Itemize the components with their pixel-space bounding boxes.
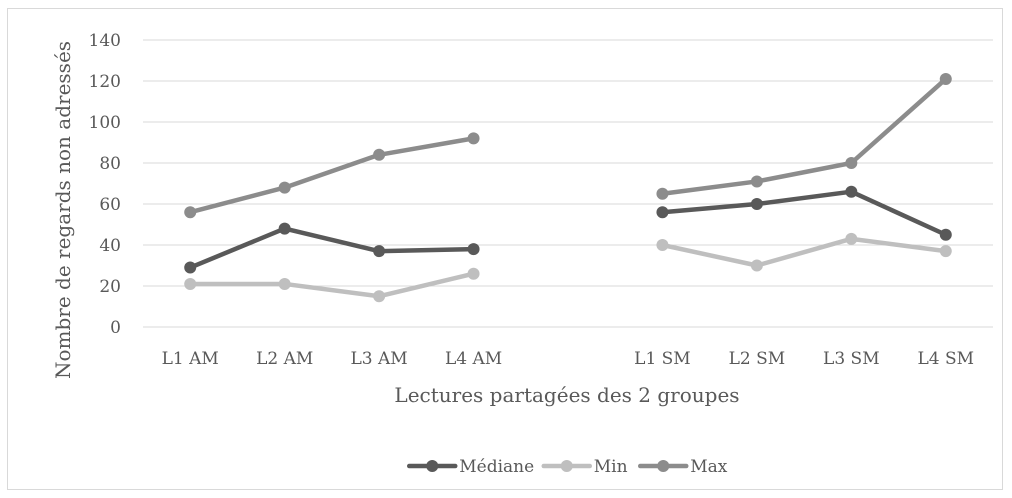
legend: Médiane Min Max (407, 457, 728, 477)
data-point (184, 277, 197, 290)
x-tick-label: L1 AM (162, 349, 219, 369)
y-tick-label: 60 (99, 195, 121, 215)
data-point (845, 157, 858, 169)
y-tick-label: 20 (99, 277, 121, 297)
y-tick-label: 100 (89, 113, 121, 133)
data-point (373, 148, 386, 161)
y-tick-label: 0 (110, 318, 121, 338)
series-1 (184, 185, 952, 274)
data-point (939, 228, 952, 241)
data-point (467, 132, 480, 145)
data-point (373, 245, 386, 258)
y-tick-label: 140 (89, 31, 121, 51)
data-point (939, 72, 952, 85)
x-tick-label: L2 SM (729, 349, 786, 369)
legend-item: Max (638, 457, 728, 477)
series-2 (184, 232, 952, 303)
legend-swatch-marker (657, 460, 670, 472)
data-point (278, 222, 291, 235)
data-point (373, 290, 386, 303)
y-tick-label: 40 (99, 236, 121, 256)
data-point (845, 232, 858, 245)
data-point (656, 239, 669, 251)
data-point (467, 267, 480, 280)
data-point (750, 175, 763, 188)
y-tick-label: 80 (99, 154, 121, 174)
data-point (750, 259, 763, 272)
chart-frame (7, 8, 1003, 490)
x-tick-label: L1 SM (634, 349, 691, 369)
data-point (184, 261, 197, 274)
data-point (184, 206, 197, 219)
legend-swatch-marker (560, 460, 573, 472)
legend-item: Médiane (407, 457, 534, 477)
x-tick-label: L3 SM (823, 349, 880, 369)
series-line (187, 226, 476, 270)
series-line (660, 189, 949, 237)
y-axis-title: Nombre de regards non adressés (51, 41, 75, 379)
data-point (278, 181, 291, 194)
x-tick-label: L4 SM (917, 349, 974, 369)
x-tick-label: L4 AM (445, 349, 502, 369)
data-point (656, 187, 669, 200)
legend-label: Min (594, 457, 628, 477)
legend-swatch-marker (426, 460, 439, 472)
y-tick-labels: 0 20 40 60 80 100 120 140 (89, 31, 121, 338)
legend-label: Max (690, 457, 728, 477)
series-line (187, 271, 476, 299)
y-tick-label: 120 (89, 72, 121, 92)
data-point (939, 245, 952, 258)
series-line (660, 76, 949, 196)
series-group (184, 72, 952, 303)
data-point (467, 243, 480, 256)
data-point (845, 185, 858, 198)
x-tick-label: L3 AM (351, 349, 408, 369)
data-point (750, 198, 763, 210)
x-tick-labels: L1 AM L2 AM L3 AM L4 AM L1 SM L2 SM L3 SM L4 SM (162, 349, 974, 369)
data-point (278, 277, 291, 290)
data-point (656, 206, 669, 219)
x-axis-title: Lectures partagées des 2 groupes (394, 383, 739, 407)
legend-item: Min (541, 457, 628, 477)
series-line (187, 136, 476, 215)
x-tick-label: L2 AM (256, 349, 313, 369)
legend-label: Médiane (459, 457, 534, 477)
series-line (660, 236, 949, 268)
series-3 (184, 72, 952, 219)
